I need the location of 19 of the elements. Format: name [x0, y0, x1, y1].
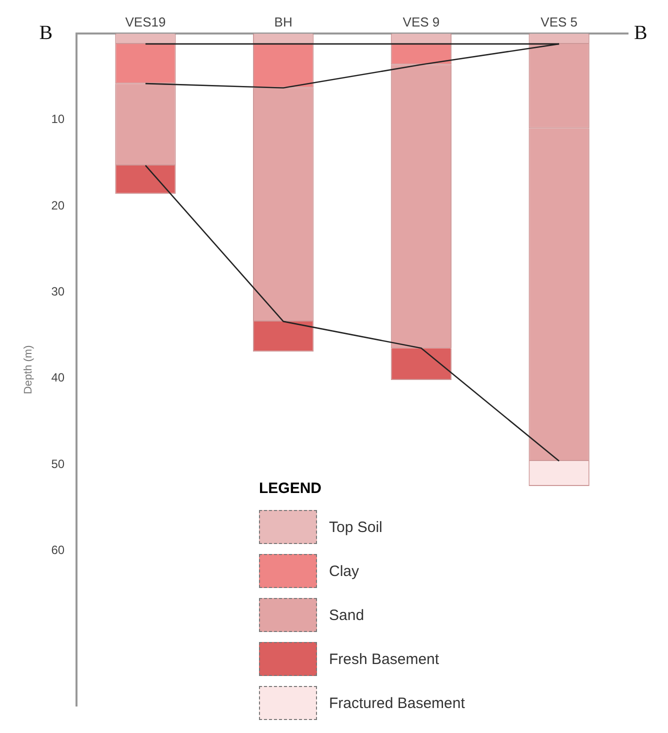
legend-label: Fresh Basement	[329, 650, 440, 668]
y-tick-label: 40	[51, 370, 65, 385]
legend-title: LEGEND	[259, 480, 323, 497]
y-tick-label: 50	[51, 456, 65, 471]
legend-label: Fractured Basement	[329, 694, 465, 712]
x-tick-label: VES 5	[540, 14, 578, 30]
legend-label: Sand	[329, 606, 364, 624]
text: B	[39, 22, 53, 44]
x-tick-label: BH	[274, 14, 292, 30]
y-tick-label: 60	[51, 542, 65, 557]
x-tick-label: VES19	[125, 14, 166, 30]
legend-label: Clay	[329, 562, 360, 580]
y-axis-title: Depth (m)	[22, 345, 35, 394]
text: B	[634, 22, 648, 44]
y-tick-label: 30	[51, 284, 65, 298]
x-tick-label: VES 9	[402, 14, 440, 30]
y-tick-label: 10	[51, 112, 65, 126]
legend-label: Top Soil	[329, 518, 382, 536]
y-tick-label: 20	[51, 198, 65, 212]
